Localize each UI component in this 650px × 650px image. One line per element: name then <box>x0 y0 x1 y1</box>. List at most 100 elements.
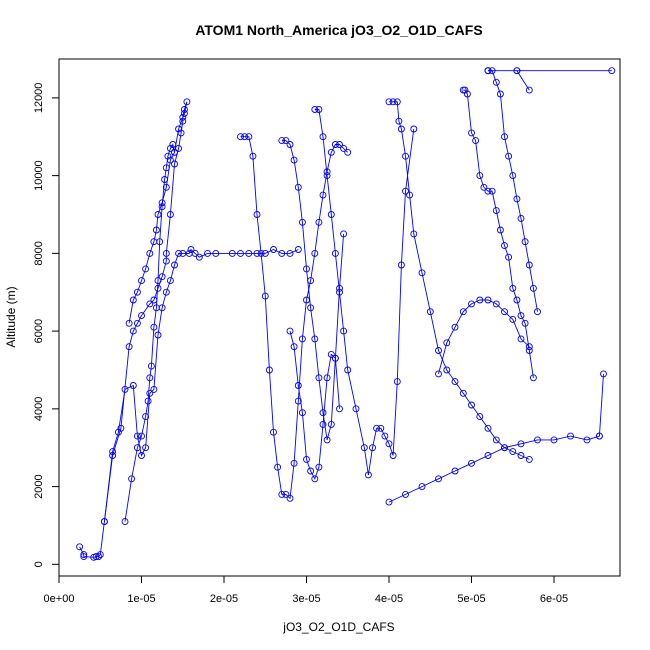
data-point <box>166 211 174 218</box>
data-point <box>146 389 154 397</box>
data-point <box>179 117 187 125</box>
y-tick-label: 2000 <box>33 474 45 498</box>
data-point <box>463 90 471 98</box>
data-point <box>410 230 418 238</box>
data-point <box>311 335 319 343</box>
data-point <box>191 249 199 257</box>
x-tick-label: 6e-05 <box>540 593 568 605</box>
data-point <box>298 409 306 417</box>
data-point <box>484 187 492 195</box>
data-point <box>129 296 137 304</box>
data-point <box>369 444 376 452</box>
data-point <box>501 242 508 250</box>
data-point <box>521 319 529 327</box>
y-tick-label: 10000 <box>33 160 45 191</box>
data-point <box>92 553 100 561</box>
data-point <box>162 249 170 257</box>
data-point <box>505 253 513 261</box>
data-point <box>290 156 298 164</box>
data-series <box>311 106 418 479</box>
data-point <box>212 249 220 257</box>
x-tick-label: 0e+00 <box>44 593 75 605</box>
data-point <box>286 249 294 257</box>
data-series <box>121 141 178 526</box>
data-point <box>257 249 265 257</box>
data-point <box>459 389 467 397</box>
data-point <box>451 323 459 331</box>
data-series <box>385 98 533 463</box>
data-point <box>331 354 339 362</box>
data-point <box>315 374 323 382</box>
data-point <box>529 374 537 382</box>
data-point <box>534 308 541 316</box>
data-point <box>146 249 154 257</box>
data-point <box>146 374 154 382</box>
data-point <box>96 551 104 559</box>
data-point <box>451 467 459 475</box>
data-point <box>162 164 170 172</box>
data-point <box>525 261 533 269</box>
data-point <box>169 141 177 148</box>
data-point <box>171 261 178 269</box>
data-point <box>290 343 298 351</box>
data-point <box>162 257 170 265</box>
data-point <box>517 440 525 448</box>
data-point <box>492 436 500 444</box>
data-point <box>183 98 191 106</box>
data-point <box>402 152 409 160</box>
data-point <box>286 494 294 502</box>
data-point <box>249 152 257 160</box>
data-point <box>133 432 141 440</box>
data-point <box>133 288 141 296</box>
data-point <box>385 98 393 106</box>
data-point <box>360 444 368 452</box>
data-point <box>402 187 409 195</box>
data-point <box>480 183 488 191</box>
data-point <box>125 343 133 351</box>
data-point <box>344 366 352 374</box>
data-point <box>323 374 331 382</box>
data-point <box>146 300 154 308</box>
data-point <box>385 498 393 506</box>
data-point <box>389 452 397 459</box>
y-tick-label: 4000 <box>33 397 45 421</box>
data-point <box>315 106 323 113</box>
data-point <box>521 238 529 246</box>
data-point <box>282 490 290 498</box>
data-point <box>509 315 517 323</box>
data-point <box>315 463 323 471</box>
data-point <box>150 323 158 331</box>
data-point <box>418 269 426 277</box>
series-line <box>314 109 415 475</box>
data-point <box>468 459 475 467</box>
data-point <box>492 207 500 215</box>
data-point <box>319 133 327 141</box>
data-point <box>179 249 187 257</box>
data-point <box>164 152 172 160</box>
data-point <box>121 518 129 526</box>
data-point <box>509 448 517 456</box>
data-point <box>319 191 327 199</box>
series-line <box>438 299 530 375</box>
data-point <box>393 378 401 386</box>
data-point <box>476 413 484 421</box>
data-point <box>389 98 397 106</box>
data-series <box>484 67 541 316</box>
data-point <box>261 292 269 300</box>
data-point <box>245 133 253 141</box>
data-point <box>600 370 607 378</box>
data-point <box>158 203 166 211</box>
data-point <box>402 490 409 498</box>
data-point <box>323 172 331 180</box>
data-point <box>144 397 152 405</box>
data-point <box>381 432 389 440</box>
data-point <box>180 106 188 113</box>
data-point <box>525 343 533 351</box>
y-tick-label: 0 <box>33 561 45 567</box>
data-point <box>154 277 162 285</box>
data-point <box>377 424 385 432</box>
data-point <box>161 176 169 183</box>
data-point <box>505 152 513 160</box>
data-point <box>129 327 137 335</box>
